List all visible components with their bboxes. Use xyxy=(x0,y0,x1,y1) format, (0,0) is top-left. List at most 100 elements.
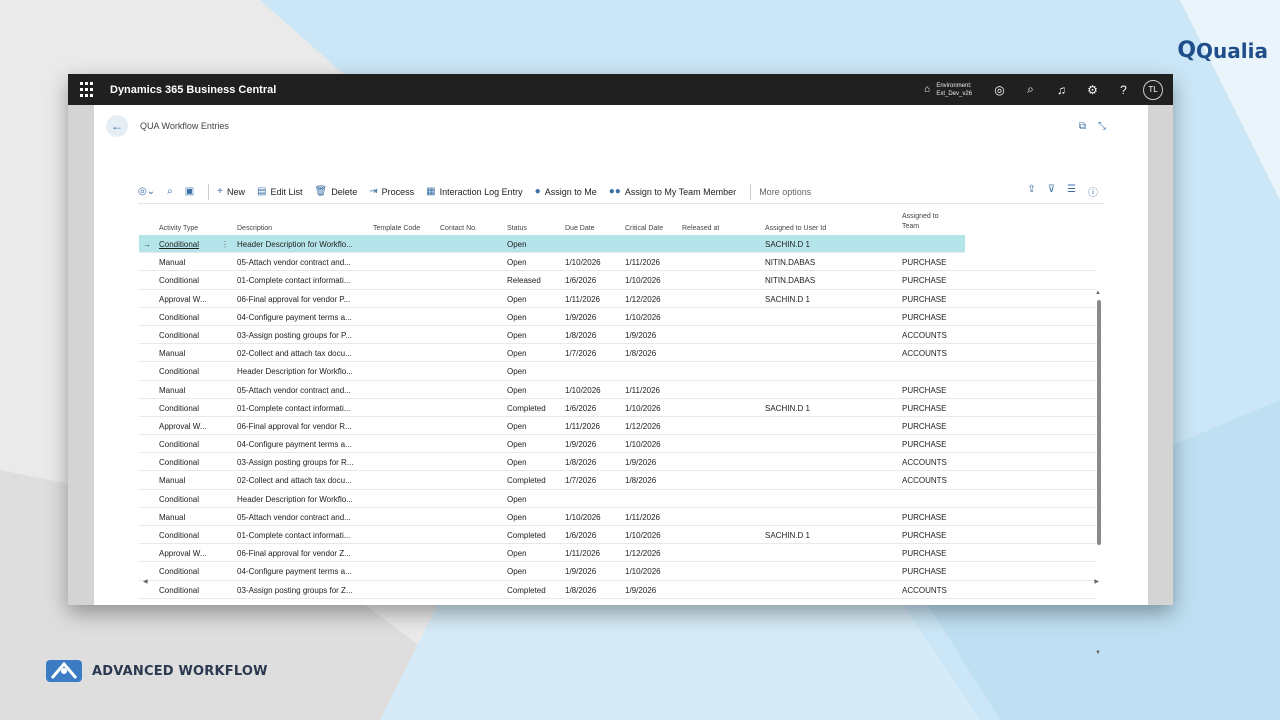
back-button[interactable]: ← xyxy=(106,115,128,137)
cell-status: Open xyxy=(507,240,527,249)
assign-to-me-label: Assign to Me xyxy=(544,186,597,197)
list-view-icon[interactable]: ☰ xyxy=(1067,184,1076,195)
open-new-window-icon[interactable]: ⧉ xyxy=(1078,121,1086,132)
share-icon[interactable]: ⇪ xyxy=(1027,184,1036,195)
cell-activity-type: Approval W... xyxy=(159,549,207,559)
copilot-icon[interactable]: ◎ xyxy=(994,82,1005,97)
process-icon: ⇥ xyxy=(369,186,378,197)
cell-activity-type: Manual xyxy=(159,512,186,522)
cell-activity-type: Manual xyxy=(159,349,186,359)
environment-indicator[interactable]: ⌂ Environment: Ext_Dev_v26 xyxy=(924,82,972,98)
table-row[interactable]: Manual 05-Attach vendor contract and... Op… xyxy=(139,253,1097,272)
col-assigned-user[interactable]: Assigned to User Id xyxy=(765,225,827,232)
col-activity-type[interactable]: Activity Type xyxy=(159,225,199,232)
more-options-button[interactable]: More options xyxy=(759,186,812,197)
qualia-logo-text: Qualia xyxy=(1196,38,1268,63)
table-row[interactable]: Conditional Header Description for Workfl… xyxy=(139,490,1097,508)
col-assigned-team[interactable]: Assigned to Team xyxy=(902,212,939,232)
search-button[interactable]: ⌕ xyxy=(167,186,173,197)
table-row[interactable]: Conditional 03-Assign posting groups for … xyxy=(139,326,1097,345)
gear-icon[interactable]: ⚙ xyxy=(1087,82,1098,97)
cell-description: Header Description for Workflo... xyxy=(237,240,353,249)
col-released-at[interactable]: Released at xyxy=(682,225,720,232)
delete-button[interactable]: 🗑 Delete xyxy=(315,186,358,197)
table-row[interactable]: Approval W... 06-Final approval for vendo… xyxy=(139,290,1097,308)
table-row[interactable]: Conditional 03-Assign posting groups for … xyxy=(139,453,1097,472)
scroll-thumb[interactable] xyxy=(1097,300,1101,545)
table-body: → Conditional ⋮ Header Description for Work… xyxy=(139,235,1097,599)
cell-description: 05-Attach vendor contract and... xyxy=(237,385,351,395)
cell-description: 06-Final approval for vendor R... xyxy=(237,421,352,431)
avatar[interactable]: TL xyxy=(1143,79,1163,100)
vertical-scrollbar[interactable]: ▲ ▼ xyxy=(1095,288,1102,656)
table-row[interactable]: Manual 05-Attach vendor contract and... Op… xyxy=(139,508,1097,526)
cell-description: 01-Complete contact informati... xyxy=(237,276,351,286)
cell-assigned-user: SACHIN.D 1 xyxy=(765,531,810,540)
team-icon: ●● xyxy=(608,186,621,197)
copilot-menu-button[interactable]: ◎⌄ xyxy=(138,186,155,197)
row-actions-icon[interactable]: ⋮ xyxy=(221,240,229,249)
interaction-log-button[interactable]: ▦ Interaction Log Entry xyxy=(426,186,523,197)
table-row[interactable]: Approval W... 06-Final approval for vendo… xyxy=(139,417,1097,436)
table-row[interactable]: Manual 05-Attach vendor contract and... Op… xyxy=(139,381,1097,399)
page-title: QUA Workflow Entries xyxy=(140,121,229,131)
table-row[interactable]: Conditional Header Description for Workfl… xyxy=(139,362,1097,381)
col-template-code[interactable]: Template Code xyxy=(373,225,421,232)
filter-icon[interactable]: ⊽ xyxy=(1047,184,1056,195)
table-row[interactable]: Conditional 04-Configure payment terms a.… xyxy=(139,435,1097,454)
cell-critical-date: 1/10/2026 xyxy=(625,403,661,413)
table-row[interactable]: Conditional 01-Complete contact informati… xyxy=(139,526,1097,545)
scroll-up-icon[interactable]: ▲ xyxy=(1095,290,1101,296)
cell-activity-type: Manual xyxy=(159,385,186,395)
table-row[interactable]: Conditional 04-Configure payment terms a.… xyxy=(139,562,1097,581)
edit-list-icon: ▤ xyxy=(257,186,267,197)
table-row[interactable]: Conditional 04-Configure payment terms a.… xyxy=(139,308,1097,326)
table-row[interactable]: → Conditional ⋮ Header Description for Work… xyxy=(139,235,965,254)
cell-due-date: 1/7/2026 xyxy=(565,349,597,359)
cell-assigned-team: PURCHASE xyxy=(902,403,947,413)
qualia-logo: Q Qualia xyxy=(1177,38,1268,63)
cell-critical-date: 1/9/2026 xyxy=(625,330,657,340)
assign-team-label: Assign to My Team Member xyxy=(624,186,737,197)
scroll-down-icon[interactable]: ▼ xyxy=(1095,650,1101,656)
cell-status: Open xyxy=(507,367,527,377)
col-assigned-team-line2: Team xyxy=(902,223,920,230)
cell-due-date: 1/8/2026 xyxy=(565,458,597,468)
process-button[interactable]: ⇥ Process xyxy=(369,186,414,197)
col-critical-date[interactable]: Critical Date xyxy=(625,225,664,232)
bell-icon[interactable]: ♫ xyxy=(1057,82,1066,97)
cell-status: Completed xyxy=(507,585,546,595)
col-description[interactable]: Description xyxy=(237,225,273,232)
assign-to-me-button[interactable]: ● Assign to Me xyxy=(535,186,597,197)
separator xyxy=(208,183,210,200)
col-due-date[interactable]: Due Date xyxy=(565,225,595,232)
table-row[interactable]: Conditional 03-Assign posting groups for … xyxy=(139,581,1097,599)
table-row[interactable]: Manual 02-Collect and attach tax docu... C… xyxy=(139,471,1097,490)
new-button[interactable]: + New xyxy=(217,186,245,197)
cell-status: Open xyxy=(507,458,527,468)
interaction-log-label: Interaction Log Entry xyxy=(439,186,523,197)
cell-status: Completed xyxy=(507,531,546,540)
view-button[interactable]: ▣ xyxy=(185,186,194,197)
scroll-left-icon[interactable]: ◀ xyxy=(143,579,148,585)
edit-list-button[interactable]: ▤ Edit List xyxy=(257,186,302,197)
table-row[interactable]: Manual 02-Collect and attach tax docu... O… xyxy=(139,344,1097,363)
assign-team-button[interactable]: ●● Assign to My Team Member xyxy=(609,186,736,197)
cell-due-date: 1/11/2026 xyxy=(565,294,600,304)
col-status[interactable]: Status xyxy=(507,225,527,232)
horizontal-scrollbar[interactable]: ◀ ▶ xyxy=(143,578,1099,588)
help-icon[interactable]: ? xyxy=(1120,82,1127,97)
app-launcher-icon[interactable] xyxy=(80,81,96,98)
cell-activity-type[interactable]: Conditional xyxy=(159,240,200,249)
cell-activity-type: Conditional xyxy=(159,494,200,504)
table-row[interactable]: Conditional 01-Complete contact informati… xyxy=(139,271,1097,290)
table-row[interactable]: Approval W... 06-Final approval for vendo… xyxy=(139,544,1097,563)
cell-critical-date: 1/10/2026 xyxy=(625,531,661,540)
cell-critical-date: 1/11/2026 xyxy=(625,512,660,522)
info-icon[interactable]: ⓘ xyxy=(1088,188,1098,199)
table-row[interactable]: Conditional 01-Complete contact informati… xyxy=(139,399,1097,417)
collapse-icon[interactable]: ⤡ xyxy=(1098,121,1106,132)
scroll-right-icon[interactable]: ▶ xyxy=(1094,579,1099,585)
col-contact-no[interactable]: Contact No. xyxy=(440,225,477,232)
search-icon[interactable]: ⌕ xyxy=(1027,82,1034,96)
